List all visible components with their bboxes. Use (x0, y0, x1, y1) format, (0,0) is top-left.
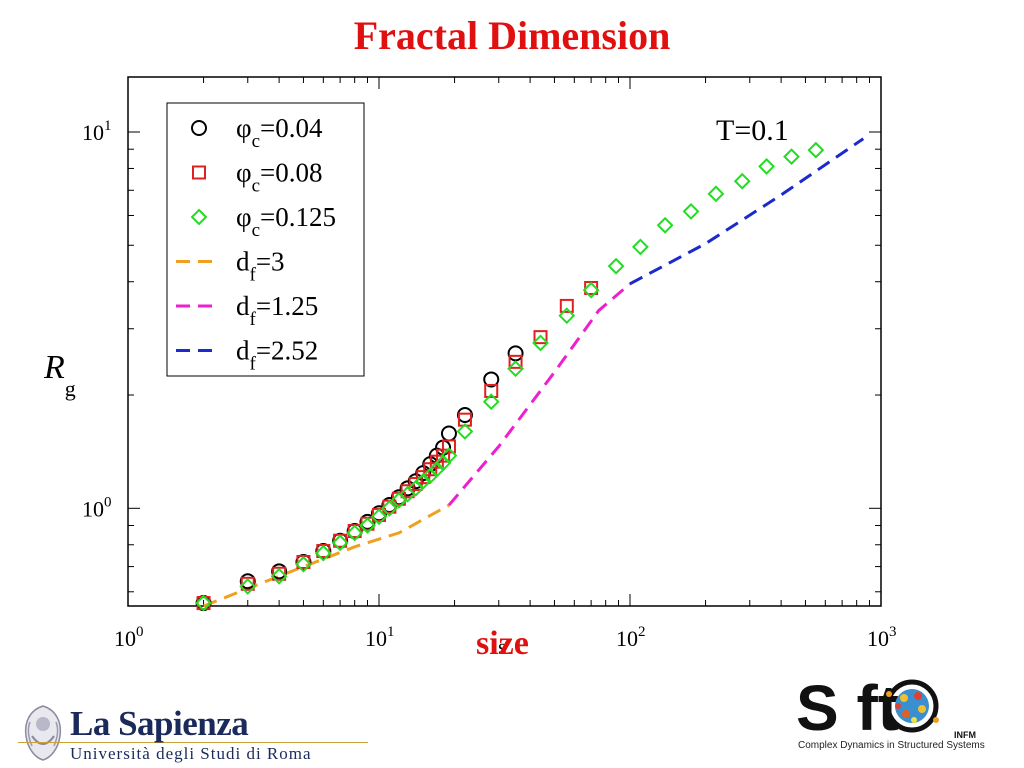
data-point (582, 281, 600, 299)
axis-ticks (127, 77, 881, 606)
data-point (484, 383, 499, 398)
data-point (807, 141, 825, 159)
temperature-annotation: T=0.1 (716, 114, 789, 147)
soft-logo-icon: S ft INFM (796, 672, 976, 744)
data-point (239, 578, 257, 595)
sapienza-seal-icon (24, 705, 62, 761)
data-point (314, 544, 332, 562)
y-axis-label-sub: g (65, 376, 76, 401)
data-point (783, 148, 800, 166)
sapienza-subtitle: Università degli Studi di Roma (70, 744, 312, 763)
series-line (203, 503, 450, 608)
data-point (707, 185, 725, 203)
x-tick-label: 102 (616, 624, 646, 651)
data-point (532, 334, 549, 352)
legend-label: φc=0.08 (236, 158, 323, 197)
data-point (507, 345, 524, 362)
soft-tagline: Complex Dynamics in Structured Systems (798, 740, 985, 751)
data-point (483, 371, 500, 388)
data-point (380, 499, 398, 517)
data-points (195, 141, 825, 612)
data-point (607, 257, 625, 275)
x-tick-labels: 100 101 102 103 (114, 624, 897, 651)
sapienza-rule (18, 742, 368, 743)
legend-box (166, 102, 365, 377)
sapienza-logo: La Sapienza Università degli Studi di Ro… (18, 700, 378, 768)
data-point (271, 563, 288, 580)
data-point (656, 216, 674, 234)
soft-letters: S ft (796, 676, 899, 740)
x-tick-label: 103 (867, 624, 897, 651)
data-point (456, 406, 473, 423)
legend-label: df=1.25 (236, 291, 318, 330)
data-point (558, 307, 576, 325)
legend-label: φc=0.04 (236, 113, 323, 152)
legend-label: φc=0.125 (236, 202, 336, 241)
y-axis-label-main: R (43, 349, 65, 386)
data-point (508, 354, 523, 369)
data-point (533, 330, 548, 345)
data-point (441, 439, 456, 454)
soft-infm-logo: S ft INFM Complex Dynamics in Structured… (796, 672, 996, 756)
data-point (428, 460, 446, 478)
data-point (370, 508, 388, 526)
legend-marker (190, 208, 208, 226)
legend-label: df=2.52 (236, 336, 318, 375)
slide-title: Fractal Dimension (353, 13, 671, 58)
data-point (559, 298, 574, 313)
rg-vs-size-chart: 100 101 102 103 100 101 s size Rg T=0.1 φc=0… (43, 76, 897, 662)
data-point (682, 203, 700, 220)
data-point (440, 425, 457, 442)
size-annotation: size (476, 625, 529, 662)
y-axis-label: Rg (43, 349, 76, 401)
legend-marker (192, 165, 206, 180)
data-point (346, 524, 364, 542)
series-line (629, 137, 865, 286)
data-point (482, 393, 500, 411)
data-point (400, 484, 415, 499)
legend: φc=0.04 φc=0.08 φc=0.125 df=3 df=1.25 df=2.52 (166, 102, 365, 377)
data-point (295, 555, 312, 573)
soft-infm: INFM (954, 730, 976, 740)
y-tick-label: 101 (82, 118, 112, 145)
data-point (507, 360, 524, 378)
data-point (456, 423, 474, 440)
data-point (240, 576, 255, 591)
series-line (447, 282, 631, 507)
legend-marker (191, 120, 207, 136)
data-point (195, 594, 212, 612)
legend-label: df=3 (236, 247, 285, 286)
data-point (272, 566, 287, 581)
data-point (733, 172, 751, 190)
x-axis-label: s (498, 634, 507, 659)
data-point (631, 238, 649, 256)
data-point (270, 567, 288, 585)
data-point (331, 534, 349, 552)
sapienza-name: La Sapienza (70, 704, 249, 743)
x-tick-label: 101 (365, 624, 395, 651)
data-point (239, 573, 256, 590)
data-point (758, 158, 775, 175)
plot-frame (127, 76, 882, 607)
y-tick-label: 100 (82, 494, 112, 521)
x-tick-label: 100 (114, 624, 144, 651)
data-point (359, 517, 376, 534)
y-tick-labels: 100 101 (82, 118, 112, 521)
data-point (440, 447, 458, 465)
data-point (414, 472, 432, 490)
data-point (416, 470, 431, 485)
